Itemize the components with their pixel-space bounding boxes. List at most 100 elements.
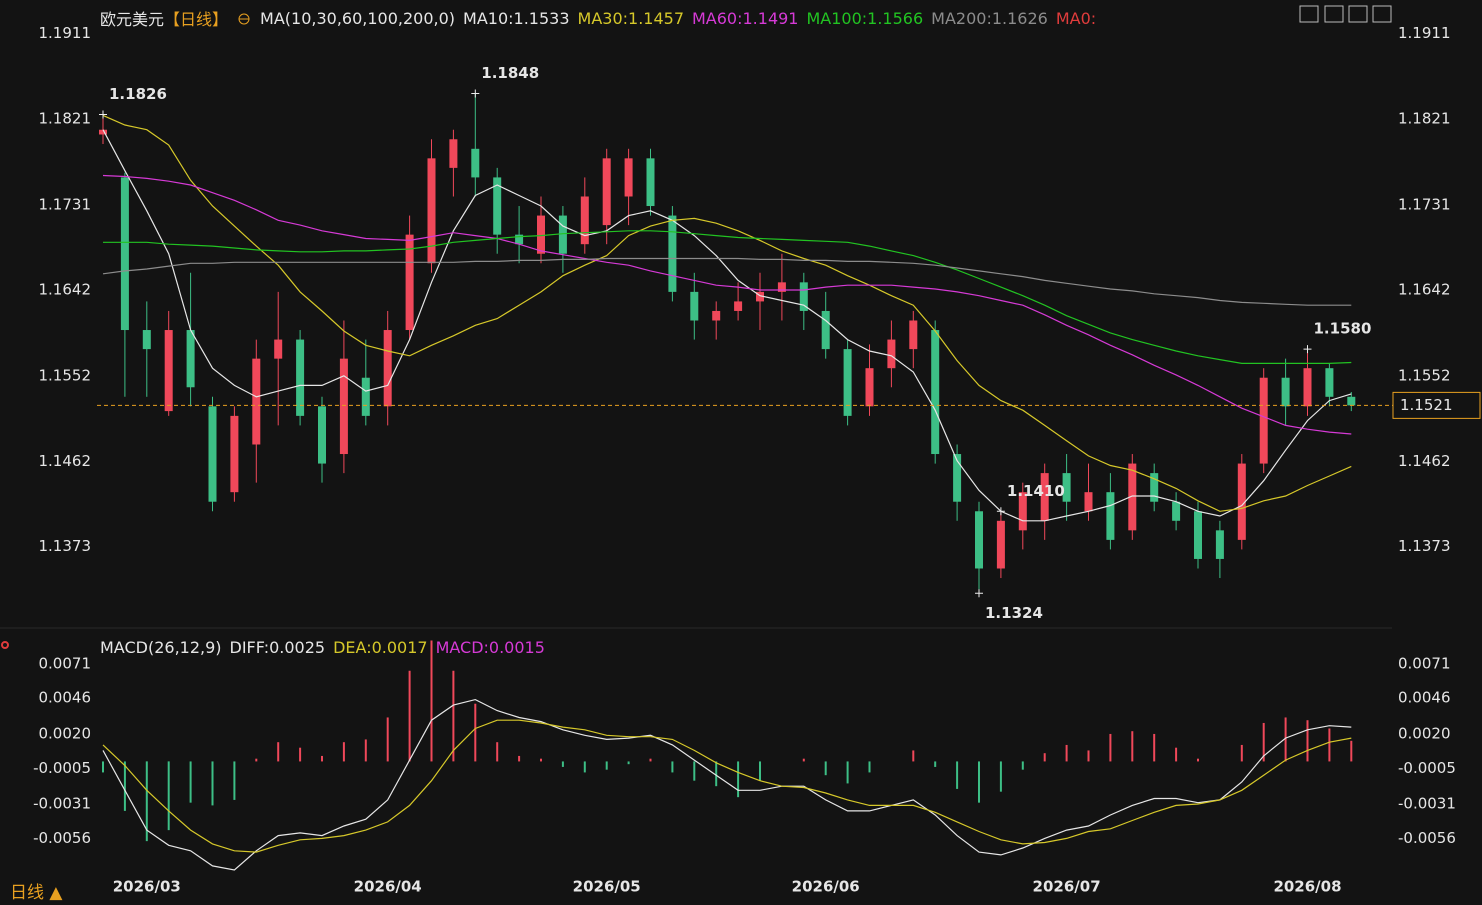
candle-body: [515, 234, 524, 245]
extreme-marker: [99, 110, 107, 119]
extreme-marker: [471, 89, 480, 98]
candle-body: [1325, 368, 1334, 397]
x-tick-label: 2026/05: [573, 878, 641, 896]
y-tick-label: -0.0031: [33, 795, 91, 813]
candle-body: [1150, 473, 1159, 502]
y-tick-label: -0.0005: [33, 759, 91, 777]
y-tick-label-right: -0.0031: [1398, 795, 1456, 813]
x-tick-label: 2026/08: [1273, 878, 1341, 896]
legend-entry: MA100:1.1566: [806, 8, 924, 28]
y-tick-label-right: 0.0020: [1398, 724, 1451, 742]
candle-body: [427, 158, 436, 264]
macd-title: MACD(26,12,9): [100, 638, 222, 657]
candle-body: [1018, 492, 1027, 531]
extreme-label: 1.1580: [1314, 320, 1372, 338]
main-header: 欧元美元 【日线】 MA(10,30,60,100,200,0) MA10:1.…: [100, 6, 1096, 30]
extreme-marker: [996, 507, 1005, 516]
y-tick-label: 1.1911: [39, 24, 92, 42]
y-tick-label-right: -0.0005: [1398, 759, 1456, 777]
candle-body: [493, 177, 502, 235]
panel-icon[interactable]: [1, 641, 9, 649]
macd-header: MACD(26,12,9) DIFF:0.0025 DEA:0.0017 MACD:…: [100, 638, 545, 657]
candle-body: [843, 349, 852, 416]
candle-body: [383, 330, 392, 407]
y-tick-label-right: 1.1731: [1398, 196, 1451, 214]
y-tick-label: 1.1373: [39, 537, 92, 555]
y-tick-label: 1.1552: [39, 366, 92, 384]
legend-entry: MA30:1.1457: [577, 8, 684, 28]
ma-line: [102, 257, 1352, 306]
settings-icon[interactable]: [236, 10, 252, 26]
ma-line: [102, 129, 1352, 522]
candle-body: [602, 158, 611, 226]
candle-body: [405, 234, 414, 331]
extreme-label: 1.1410: [1007, 482, 1065, 500]
candle-body: [1062, 473, 1071, 502]
extreme-marker: [1303, 345, 1312, 354]
y-tick-label: 0.0020: [39, 724, 92, 742]
candle-body: [120, 177, 129, 331]
candle-body: [230, 415, 239, 493]
tool-icon[interactable]: [1299, 5, 1319, 23]
candle-body: [975, 511, 983, 569]
y-tick-label-right: 1.1821: [1398, 110, 1451, 128]
y-tick-label-right: 1.1911: [1398, 24, 1451, 42]
y-tick-label-right: 0.0071: [1398, 654, 1451, 672]
y-tick-label: 0.0046: [39, 689, 92, 707]
candle-body: [953, 454, 962, 502]
candle-body: [208, 406, 217, 502]
candle-body: [865, 368, 874, 407]
indicator: MA(10,30,60,100,200,0): [260, 8, 456, 28]
tool-icon[interactable]: [1324, 5, 1344, 23]
candle-body: [164, 330, 173, 412]
candle-body: [1281, 377, 1290, 407]
legend-entry: MA60:1.1491: [692, 8, 799, 28]
x-tick-label: 2026/04: [354, 878, 422, 896]
candle-body: [449, 139, 458, 168]
candle-body: [1128, 463, 1137, 531]
y-tick-label: 1.1642: [39, 280, 92, 298]
candle-body: [471, 148, 480, 178]
candle-body: [537, 215, 545, 254]
candle-body: [274, 339, 283, 359]
legend-entry: MA0:: [1055, 8, 1097, 28]
candle-body: [777, 282, 786, 292]
ma-line: [102, 174, 1352, 435]
candle-body: [1172, 501, 1181, 521]
candle-body: [668, 215, 677, 292]
candle-body: [624, 158, 633, 197]
y-tick-label: -0.0056: [33, 829, 91, 847]
macd-line: [102, 698, 1352, 871]
legend-entry: DIFF:0.0025: [229, 638, 326, 657]
candle-body: [1084, 492, 1093, 512]
title: 欧元美元: [100, 10, 165, 29]
candle-body: [1303, 368, 1312, 407]
candle-body: [142, 330, 151, 350]
candle-body: [1215, 530, 1224, 559]
x-tick-label: 2026/07: [1033, 878, 1101, 896]
candle-body: [646, 158, 655, 207]
ma-line: [103, 230, 1352, 364]
tool-icon[interactable]: [1348, 5, 1368, 23]
candle-body: [1040, 473, 1049, 521]
period-selector[interactable]: 日线 ▲: [10, 883, 63, 903]
subtitle: 【日线】: [164, 10, 229, 29]
candle-body: [799, 282, 808, 311]
candle-body: [252, 358, 261, 445]
candle-body: [821, 310, 830, 350]
candle-body: [186, 330, 195, 388]
candle-body: [361, 377, 370, 416]
candle-body: [1194, 511, 1202, 559]
last-price-box: [1392, 391, 1481, 419]
y-tick-label-right: 1.1373: [1398, 537, 1451, 555]
y-tick-label-right: 1.1462: [1398, 452, 1451, 470]
extreme-label: 1.1826: [109, 85, 167, 103]
macd-line: [102, 719, 1352, 853]
candle-body: [1106, 492, 1115, 540]
legend-entry: DEA:0.0017: [333, 638, 428, 657]
candle-body: [996, 520, 1005, 569]
tool-icon[interactable]: [1372, 5, 1392, 23]
candle-body: [99, 129, 107, 135]
